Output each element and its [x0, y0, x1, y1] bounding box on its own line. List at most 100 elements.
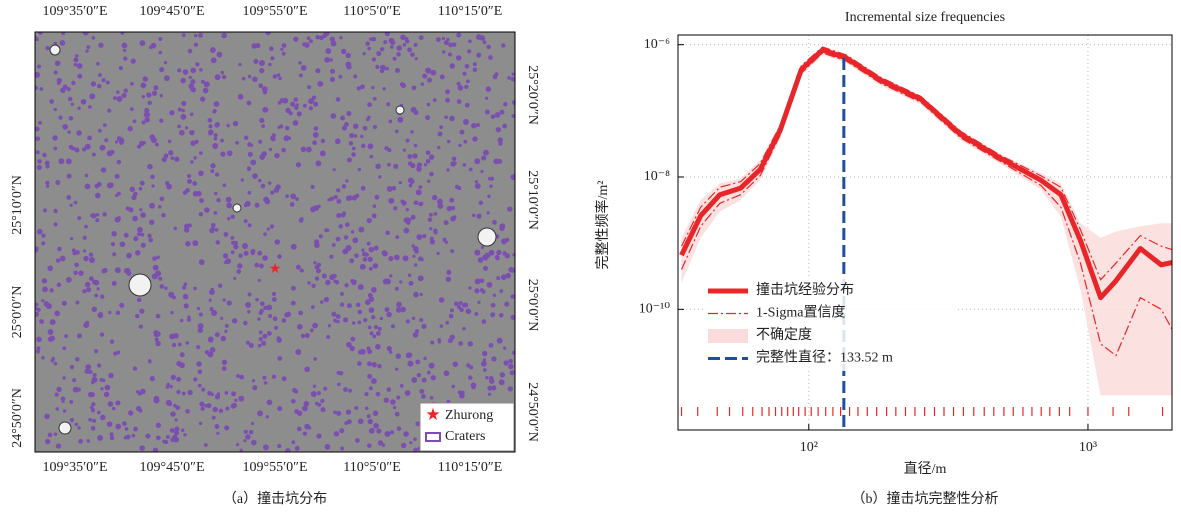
- crater-dot: [496, 337, 503, 344]
- crater-dot: [260, 183, 266, 189]
- crater-dot: [69, 203, 73, 207]
- crater-dot: [375, 163, 381, 170]
- crater-dot: [174, 431, 179, 436]
- crater-dot: [407, 47, 413, 53]
- crater-dot: [408, 280, 414, 286]
- crater-dot: [498, 312, 504, 318]
- map-top-label: 109°55′0″E: [242, 4, 307, 19]
- y-tick-label: 10⁻⁸: [644, 169, 670, 184]
- crater-dot: [91, 306, 98, 312]
- crater-dot: [439, 125, 443, 130]
- crater-dot: [412, 153, 418, 159]
- crater-dot: [490, 312, 496, 318]
- crater-dot: [320, 407, 326, 413]
- map-bottom-label: 109°45′0″E: [139, 460, 204, 475]
- crater-dot: [258, 330, 263, 335]
- crater-dot: [430, 375, 436, 381]
- crater-dot: [262, 106, 269, 113]
- crater-dot: [280, 47, 284, 52]
- crater-dot: [488, 343, 494, 348]
- crater-dot: [421, 323, 427, 329]
- crater-dot: [186, 173, 192, 179]
- crater-dot: [392, 405, 397, 410]
- crater-dot: [489, 184, 493, 188]
- crater-dot: [247, 190, 252, 195]
- crater-dot: [62, 409, 67, 413]
- crater-dot: [105, 80, 110, 85]
- crater-dot: [372, 96, 377, 101]
- crater-dot: [384, 307, 390, 313]
- crater-dot: [168, 150, 174, 156]
- crater-dot: [214, 191, 218, 196]
- crater-dot: [452, 361, 459, 368]
- crater-dot: [127, 126, 133, 132]
- crater-dot: [394, 254, 400, 261]
- crater-dot: [467, 375, 473, 380]
- crater-dot: [214, 394, 221, 400]
- crater-dot: [231, 391, 237, 397]
- crater-dot: [463, 302, 469, 308]
- x-axis-label: 直径/m: [904, 460, 947, 477]
- crater-dot: [433, 230, 438, 235]
- crater-dot: [268, 62, 272, 67]
- large-craters: [49, 44, 497, 435]
- crater-dot: [413, 42, 418, 47]
- crater-dot: [259, 117, 265, 123]
- crater-dot: [35, 302, 39, 307]
- crater-dot: [436, 198, 443, 205]
- crater-dot: [395, 367, 399, 371]
- crater-dot: [411, 316, 416, 320]
- crater-dot: [386, 311, 392, 318]
- crater-dot: [477, 213, 482, 218]
- crater-dot: [247, 292, 252, 297]
- crater-dot: [216, 431, 220, 435]
- crater-dot: [426, 102, 431, 107]
- crater-dot: [210, 222, 216, 228]
- crater-dot: [125, 434, 131, 440]
- crater-dot: [290, 193, 297, 200]
- crater-dot: [173, 226, 178, 231]
- crater-dot: [262, 375, 267, 380]
- crater-dot: [464, 102, 470, 108]
- crater-dot: [62, 84, 68, 90]
- crater-dot: [82, 235, 87, 240]
- crater-dot: [342, 248, 349, 255]
- crater-dot: [269, 224, 275, 229]
- crater-dot: [361, 143, 366, 148]
- crater-dot: [375, 331, 381, 336]
- crater-dot: [388, 119, 393, 124]
- crater-dot: [285, 194, 289, 199]
- crater-dot: [426, 370, 431, 375]
- crater-dot: [222, 253, 229, 259]
- crater-dot: [75, 300, 80, 305]
- crater-dot: [220, 138, 224, 143]
- crater-dot: [416, 421, 420, 425]
- crater-dot: [281, 376, 287, 382]
- crater-dot: [100, 387, 104, 391]
- crater-dot: [207, 336, 214, 343]
- crater-dot: [346, 303, 352, 309]
- sigma-line: [680, 52, 1172, 357]
- crater-dot: [198, 421, 203, 426]
- crater-dot: [279, 98, 285, 103]
- crater-dot: [181, 100, 187, 107]
- crater-dot: [351, 146, 356, 151]
- crater-dot: [400, 306, 407, 313]
- crater-dot: [76, 63, 83, 69]
- crater-dot: [96, 83, 102, 89]
- crater-dot: [44, 413, 50, 420]
- crater-dot: [174, 156, 180, 162]
- crater-dot: [327, 324, 332, 328]
- crater-dot: [106, 182, 113, 189]
- crater-dot: [331, 311, 337, 317]
- crater-dot: [152, 447, 159, 452]
- crater-dot: [72, 386, 79, 393]
- crater-dot: [78, 438, 84, 444]
- crater-dot: [95, 212, 100, 217]
- crater-dot: [410, 214, 416, 220]
- crater-dot: [331, 242, 336, 247]
- crater-dot: [409, 441, 413, 445]
- crater-dot: [474, 180, 479, 184]
- crater-dot: [360, 134, 364, 139]
- crater-dot: [138, 324, 143, 329]
